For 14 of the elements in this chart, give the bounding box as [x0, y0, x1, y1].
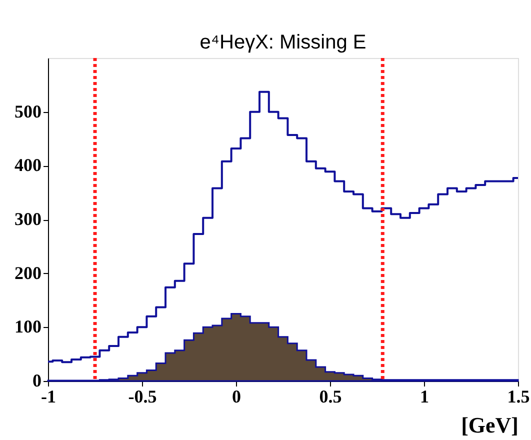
y-tick-label: 500: [14, 101, 42, 122]
x-axis-title: [GeV]: [461, 412, 518, 438]
y-tick-label: 100: [14, 316, 42, 337]
y-tick-label: 0: [32, 370, 42, 390]
chart-title: e⁴HeγX: Missing E: [200, 31, 366, 54]
x-tick-label: 0.5: [319, 386, 342, 406]
x-tick-label: 0: [232, 386, 241, 406]
y-tick-label: 400: [14, 155, 42, 176]
x-tick-label: 1.5: [507, 386, 530, 406]
x-tick-label: -0.5: [128, 386, 157, 406]
y-tick-label: 200: [14, 262, 42, 283]
x-tick-label: 1: [420, 386, 429, 406]
x-tick-label: -1: [41, 386, 56, 406]
y-tick-label: 300: [14, 209, 42, 229]
